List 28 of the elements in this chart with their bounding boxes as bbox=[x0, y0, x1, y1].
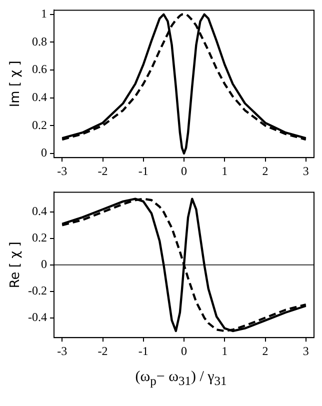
y-tick-label: 0.8 bbox=[32, 34, 47, 48]
y-tick-label: 0 bbox=[41, 146, 47, 160]
x-axis-title: (ω$_{p}$− ω$_{31}$) / γ$_{31}$ bbox=[134, 368, 228, 390]
y-axis-title: Im [ χ ] bbox=[8, 60, 24, 108]
x-tick-label: -1 bbox=[138, 344, 148, 358]
y-tick-label: 0.4 bbox=[32, 90, 47, 104]
y-tick-label: 0.2 bbox=[32, 118, 47, 132]
x-tick-label: -2 bbox=[98, 344, 108, 358]
x-tick-label: 1 bbox=[222, 164, 228, 178]
x-tick-label: 2 bbox=[262, 164, 268, 178]
y-tick-label: 1 bbox=[41, 6, 47, 21]
x-tick-label: -1 bbox=[138, 164, 148, 178]
x-tick-label: -2 bbox=[98, 164, 108, 178]
y-axis-title: Re [ χ ] bbox=[8, 242, 24, 288]
x-tick-label: 0 bbox=[181, 344, 187, 358]
x-tick-label: -3 bbox=[57, 344, 68, 358]
x-tick-label: 3 bbox=[302, 164, 309, 178]
x-tick-label: 2 bbox=[262, 344, 268, 358]
x-tick-label: 1 bbox=[222, 344, 228, 358]
y-tick-label: 0.6 bbox=[32, 62, 47, 76]
y-tick-label: 0 bbox=[41, 257, 47, 272]
y-tick-label: -0.4 bbox=[28, 310, 47, 324]
x-tick-label: 3 bbox=[302, 344, 309, 358]
x-tick-label: -3 bbox=[57, 164, 68, 178]
y-tick-label: 0.4 bbox=[32, 204, 47, 218]
y-tick-label: -0.2 bbox=[28, 283, 47, 298]
y-tick-label: 0.2 bbox=[32, 230, 47, 245]
x-tick-label: 0 bbox=[181, 164, 187, 178]
